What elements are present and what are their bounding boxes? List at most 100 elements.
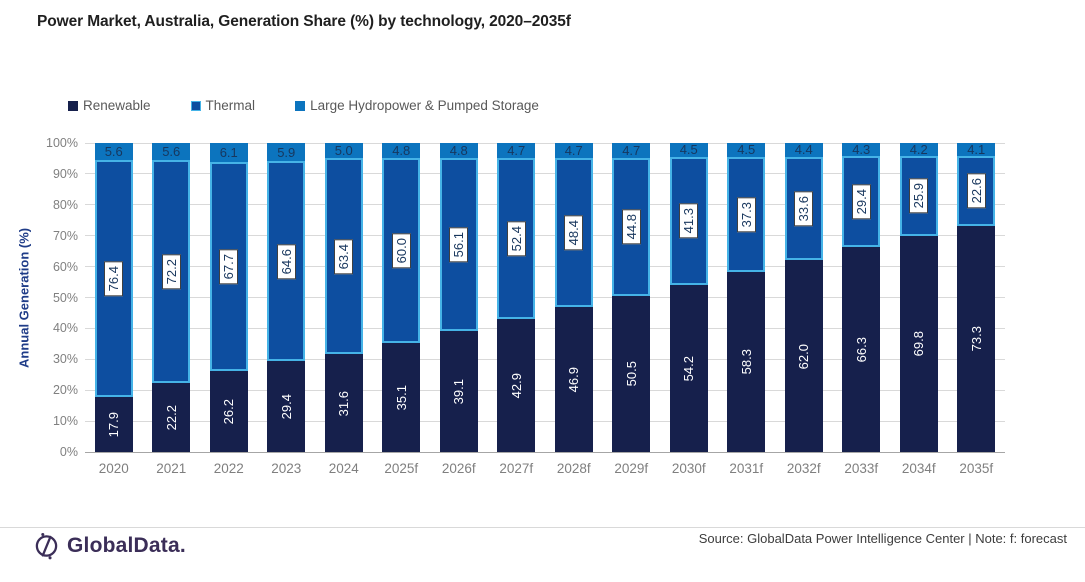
value-label-large-hydropower-pumped-storage: 4.7 xyxy=(507,142,526,158)
bar-2020: 17.9 76.4 5.6 xyxy=(94,143,133,452)
y-tick-label: 0% xyxy=(59,445,78,459)
x-tick-label: 2023 xyxy=(271,461,302,476)
y-tick-label: 80% xyxy=(52,197,78,212)
segment-large-hydropower-pumped-storage: 4.2 xyxy=(899,142,938,158)
value-label-large-hydropower-pumped-storage: 5.6 xyxy=(104,144,123,160)
segment-thermal: 37.3 xyxy=(727,156,766,273)
x-tick-label: 2030f xyxy=(671,461,706,476)
value-label-thermal: 76.4 xyxy=(104,260,124,297)
bar-slot-2031f: 58.3 37.3 4.5 xyxy=(718,143,776,452)
segment-large-hydropower-pumped-storage: 4.5 xyxy=(727,142,766,158)
segment-large-hydropower-pumped-storage: 4.7 xyxy=(554,143,593,158)
value-label-large-hydropower-pumped-storage: 4.2 xyxy=(909,142,928,158)
value-label-renewable: 26.2 xyxy=(221,398,237,425)
x-axis-ticks: 2020 2021 2022 2023 2024 2025f 2026f 2027f 2028f… xyxy=(85,461,1005,476)
value-label-large-hydropower-pumped-storage: 4.5 xyxy=(737,142,756,158)
bar-slot-2035f: 73.3 22.6 4.1 xyxy=(948,143,1006,452)
value-label-renewable: 42.9 xyxy=(508,373,524,399)
legend: Renewable Thermal Large Hydropower & Pumpe… xyxy=(68,98,539,113)
value-label-thermal: 72.2 xyxy=(161,254,181,290)
value-label-thermal: 44.8 xyxy=(621,209,641,245)
segment-thermal: 63.4 xyxy=(324,158,363,355)
segment-renewable: 69.8 xyxy=(899,236,938,452)
bar-2024: 31.6 63.4 5.0 xyxy=(324,143,363,452)
segment-large-hydropower-pumped-storage: 4.7 xyxy=(612,142,651,158)
bar-slot-2029f: 50.5 44.8 4.7 xyxy=(603,143,661,452)
value-label-large-hydropower-pumped-storage: 4.7 xyxy=(622,142,641,158)
value-label-renewable: 73.3 xyxy=(968,326,984,352)
y-tick-label: 10% xyxy=(52,414,78,429)
source-note: Source: GlobalData Power Intelligence Ce… xyxy=(698,531,1067,546)
gridline xyxy=(85,173,1005,175)
gridline xyxy=(85,327,1005,329)
segment-large-hydropower-pumped-storage: 4.1 xyxy=(957,143,996,156)
legend-label: Large Hydropower & Pumped Storage xyxy=(310,98,539,113)
gridline xyxy=(85,235,1005,237)
value-label-renewable: 35.1 xyxy=(393,385,409,411)
y-axis-ticks: 0% 10% 20% 30% 40% 50% 60% 70% 80% 90% 100% xyxy=(0,136,78,459)
value-label-thermal: 64.6 xyxy=(276,243,296,279)
bar-2032f: 62.0 33.6 4.4 xyxy=(784,142,823,452)
legend-marker-thermal-icon xyxy=(190,100,201,111)
chart-title: Power Market, Australia, Generation Shar… xyxy=(37,13,571,30)
value-label-large-hydropower-pumped-storage: 4.4 xyxy=(794,142,813,158)
value-label-renewable: 22.2 xyxy=(163,405,179,431)
segment-thermal: 33.6 xyxy=(784,156,823,261)
bar-2028f: 46.9 48.4 4.7 xyxy=(554,143,593,452)
segment-large-hydropower-pumped-storage: 5.9 xyxy=(267,143,306,162)
segment-renewable: 26.2 xyxy=(209,371,248,452)
segment-thermal: 44.8 xyxy=(612,157,651,296)
value-label-renewable: 29.4 xyxy=(278,393,294,420)
bar-2023: 29.4 64.6 5.9 xyxy=(267,143,306,452)
segment-thermal: 52.4 xyxy=(497,157,536,320)
x-tick-label: 2020 xyxy=(98,461,129,476)
gridline xyxy=(85,389,1005,391)
segment-large-hydropower-pumped-storage: 4.7 xyxy=(497,142,536,158)
value-label-renewable: 66.3 xyxy=(853,336,869,363)
segment-renewable: 62.0 xyxy=(784,260,823,452)
x-tick-label: 2024 xyxy=(328,461,359,476)
value-label-thermal: 41.3 xyxy=(679,203,699,239)
bar-2029f: 50.5 44.8 4.7 xyxy=(612,142,651,452)
segment-large-hydropower-pumped-storage: 4.8 xyxy=(439,143,478,158)
value-label-large-hydropower-pumped-storage: 4.3 xyxy=(852,142,871,158)
value-label-renewable: 50.5 xyxy=(623,361,639,387)
segment-thermal: 29.4 xyxy=(842,156,881,248)
segment-renewable: 58.3 xyxy=(727,272,766,452)
gridline xyxy=(85,204,1005,206)
gridline xyxy=(85,358,1005,360)
segment-renewable: 46.9 xyxy=(554,307,593,452)
gridline xyxy=(85,266,1005,268)
globaldata-logo-icon xyxy=(35,533,58,560)
value-label-large-hydropower-pumped-storage: 5.6 xyxy=(162,144,181,160)
segment-thermal: 25.9 xyxy=(899,156,938,237)
segment-thermal: 48.4 xyxy=(554,157,593,308)
y-tick-label: 40% xyxy=(52,321,78,336)
segment-renewable: 42.9 xyxy=(497,319,536,452)
value-label-renewable: 39.1 xyxy=(451,378,467,405)
plot-area: 17.9 76.4 5.6 22.2 72.2 5.6 26.2 67.7 6.1 29.4 64.… xyxy=(85,142,1005,453)
value-label-thermal: 52.4 xyxy=(506,220,526,257)
value-label-renewable: 31.6 xyxy=(336,390,352,416)
segment-thermal: 64.6 xyxy=(267,161,306,362)
value-label-large-hydropower-pumped-storage: 5.0 xyxy=(334,143,353,159)
value-label-large-hydropower-pumped-storage: 4.8 xyxy=(392,142,411,158)
brand-name: GlobalData. xyxy=(67,534,186,557)
segment-thermal: 72.2 xyxy=(152,160,191,384)
x-tick-label: 2034f xyxy=(901,461,936,476)
segment-renewable: 31.6 xyxy=(324,354,363,452)
y-tick-label: 70% xyxy=(52,228,78,243)
bar-series-container: 17.9 76.4 5.6 22.2 72.2 5.6 26.2 67.7 6.1 29.4 64.… xyxy=(85,143,1005,452)
legend-label: Thermal xyxy=(205,98,256,113)
x-tick-label: 2028f xyxy=(556,461,591,476)
segment-thermal: 22.6 xyxy=(957,155,996,226)
bar-slot-2033f: 66.3 29.4 4.3 xyxy=(833,143,891,452)
bar-slot-2023: 29.4 64.6 5.9 xyxy=(258,143,316,452)
x-tick-label: 2029f xyxy=(614,461,649,476)
segment-thermal: 76.4 xyxy=(94,160,133,397)
y-tick-label: 90% xyxy=(52,166,78,181)
segment-large-hydropower-pumped-storage: 4.3 xyxy=(842,142,881,158)
bar-slot-2028f: 46.9 48.4 4.7 xyxy=(545,143,603,452)
legend-item-large-hydropower-pumped-storage: Large Hydropower & Pumped Storage xyxy=(295,98,539,113)
